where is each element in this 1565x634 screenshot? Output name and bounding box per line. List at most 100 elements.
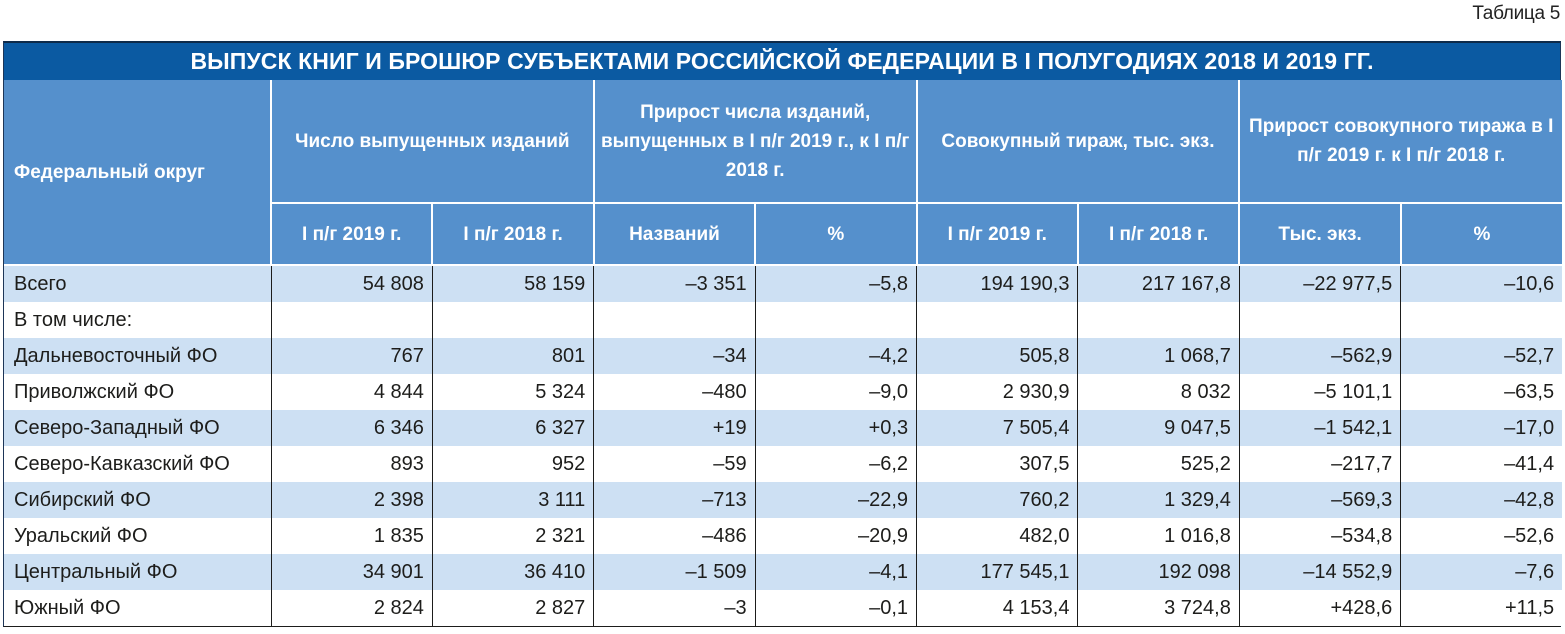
district-name: В том числе: bbox=[4, 302, 271, 338]
table-cell: –42,8 bbox=[1400, 482, 1563, 518]
table-cell: –10,6 bbox=[1400, 264, 1563, 302]
district-name: Дальневосточный ФО bbox=[4, 338, 271, 374]
subheader-circ-growth-percent: % bbox=[1399, 202, 1563, 265]
table-cell bbox=[1400, 302, 1563, 338]
table-cell: 2 398 bbox=[270, 482, 433, 518]
table-cell: –562,9 bbox=[1238, 338, 1401, 374]
table-cell: 192 098 bbox=[1077, 554, 1240, 590]
table-cell: 8 032 bbox=[1077, 374, 1240, 410]
table-cell: –534,8 bbox=[1238, 518, 1401, 554]
table-cell: 2 321 bbox=[431, 518, 594, 554]
district-name: Приволжский ФО bbox=[4, 374, 271, 410]
table-cell: 177 545,1 bbox=[916, 554, 1078, 590]
header-group-circulation: Совокупный тираж, тыс. экз. bbox=[915, 80, 1241, 204]
table-cell: 893 bbox=[270, 446, 433, 482]
table-cell: –713 bbox=[593, 482, 756, 518]
table-cell bbox=[1077, 302, 1240, 338]
table-cell: –63,5 bbox=[1400, 374, 1563, 410]
table-cell: –4,2 bbox=[754, 338, 917, 374]
table-row: Всего 54 808 58 159 –3 351 –5,8 194 190,3 217 … bbox=[4, 264, 1563, 302]
table-cell: –59 bbox=[593, 446, 756, 482]
table-body: Всего 54 808 58 159 –3 351 –5,8 194 190,3 217 … bbox=[4, 264, 1563, 626]
table-cell bbox=[431, 302, 594, 338]
table-cell: 6 327 bbox=[431, 410, 594, 446]
table-cell: 525,2 bbox=[1077, 446, 1240, 482]
district-name: Всего bbox=[4, 264, 271, 302]
table-cell: 5 324 bbox=[431, 374, 594, 410]
subheader-growth-titles: Названий bbox=[592, 202, 757, 265]
table-row: Центральный ФО 34 901 36 410 –1 509 –4,1 177 … bbox=[4, 554, 1563, 590]
table-cell: 54 808 bbox=[270, 264, 433, 302]
table-cell: 2 827 bbox=[431, 590, 594, 626]
table-cell: –5 101,1 bbox=[1238, 374, 1401, 410]
table-number-label: Таблица 5 bbox=[1472, 3, 1560, 24]
table-row: Сибирский ФО 2 398 3 111 –713 –22,9 760,2 1 32… bbox=[4, 482, 1563, 518]
table-row: Приволжский ФО 4 844 5 324 –480 –9,0 2 930,9 8… bbox=[4, 374, 1563, 410]
table-cell: 2 930,9 bbox=[916, 374, 1078, 410]
table-cell: –3 bbox=[593, 590, 756, 626]
table-cell: 1 016,8 bbox=[1077, 518, 1240, 554]
table-cell: 3 111 bbox=[431, 482, 594, 518]
table-row: Северо-Западный ФО 6 346 6 327 +19 +0,3 7 505… bbox=[4, 410, 1563, 446]
table-cell: –486 bbox=[593, 518, 756, 554]
header-group-editions: Число выпущенных изданий bbox=[270, 80, 595, 204]
table-cell: –0,1 bbox=[754, 590, 917, 626]
table-cell bbox=[1238, 302, 1401, 338]
table-cell: 505,8 bbox=[916, 338, 1078, 374]
table-row: Дальневосточный ФО 767 801 –34 –4,2 505,8 1 06… bbox=[4, 338, 1563, 374]
table-cell bbox=[754, 302, 917, 338]
table-cell: 4 844 bbox=[270, 374, 433, 410]
table-cell: –52,7 bbox=[1400, 338, 1563, 374]
table-cell: –4,1 bbox=[754, 554, 917, 590]
table-cell: –3 351 bbox=[593, 264, 756, 302]
table-row: Южный ФО 2 824 2 827 –3 –0,1 4 153,4 3 724,8 +4… bbox=[4, 590, 1563, 626]
table-cell bbox=[593, 302, 756, 338]
table-cell: –41,4 bbox=[1400, 446, 1563, 482]
table-cell: 952 bbox=[431, 446, 594, 482]
table-cell: 36 410 bbox=[431, 554, 594, 590]
table-cell: +0,3 bbox=[754, 410, 917, 446]
district-name: Северо-Кавказский ФО bbox=[4, 446, 271, 482]
subheader-editions-2019: I п/г 2019 г. bbox=[269, 202, 434, 265]
district-name: Северо-Западный ФО bbox=[4, 410, 271, 446]
table-cell: –1 542,1 bbox=[1238, 410, 1401, 446]
table-cell: 58 159 bbox=[431, 264, 594, 302]
table-row: В том числе: bbox=[4, 302, 1563, 338]
table-cell: +19 bbox=[593, 410, 756, 446]
table-cell: –20,9 bbox=[754, 518, 917, 554]
table-cell: –6,2 bbox=[754, 446, 917, 482]
table-cell: 7 505,4 bbox=[916, 410, 1078, 446]
table-cell: –22,9 bbox=[754, 482, 917, 518]
table-cell: –5,8 bbox=[754, 264, 917, 302]
district-name: Южный ФО bbox=[4, 590, 271, 626]
table-cell: –217,7 bbox=[1238, 446, 1401, 482]
table-cell: –52,6 bbox=[1400, 518, 1563, 554]
table-cell: 767 bbox=[270, 338, 433, 374]
table-cell bbox=[916, 302, 1078, 338]
table-cell: +11,5 bbox=[1400, 590, 1563, 626]
table-row: Северо-Кавказский ФО 893 952 –59 –6,2 307,5 52… bbox=[4, 446, 1563, 482]
table-cell: 1 329,4 bbox=[1077, 482, 1240, 518]
table-cell: 194 190,3 bbox=[916, 264, 1078, 302]
table-cell: 760,2 bbox=[916, 482, 1078, 518]
table-cell: 4 153,4 bbox=[916, 590, 1078, 626]
district-name: Уральский ФО bbox=[4, 518, 271, 554]
header-group-circulation-growth: Прирост совокупного тиража в I п/г 2019 … bbox=[1238, 80, 1563, 204]
table-row: Уральский ФО 1 835 2 321 –486 –20,9 482,0 1 01… bbox=[4, 518, 1563, 554]
table-cell bbox=[270, 302, 433, 338]
table-cell: 801 bbox=[431, 338, 594, 374]
table-cell: 1 835 bbox=[270, 518, 433, 554]
subheader-circulation-2018: I п/г 2018 г. bbox=[1076, 202, 1241, 265]
subheader-growth-percent: % bbox=[754, 202, 918, 265]
table-cell: –22 977,5 bbox=[1238, 264, 1401, 302]
subheader-editions-2018: I п/г 2018 г. bbox=[431, 202, 595, 265]
table-cell: –14 552,9 bbox=[1238, 554, 1401, 590]
table-cell: 217 167,8 bbox=[1077, 264, 1240, 302]
table-cell: –7,6 bbox=[1400, 554, 1563, 590]
table-cell: –17,0 bbox=[1400, 410, 1563, 446]
table-cell: 1 068,7 bbox=[1077, 338, 1240, 374]
district-name: Центральный ФО bbox=[4, 554, 271, 590]
table-cell: 307,5 bbox=[916, 446, 1078, 482]
table-cell: 3 724,8 bbox=[1077, 590, 1240, 626]
table-title: ВЫПУСК КНИГ И БРОШЮР СУБЪЕКТАМИ РОССИЙСК… bbox=[4, 43, 1560, 80]
